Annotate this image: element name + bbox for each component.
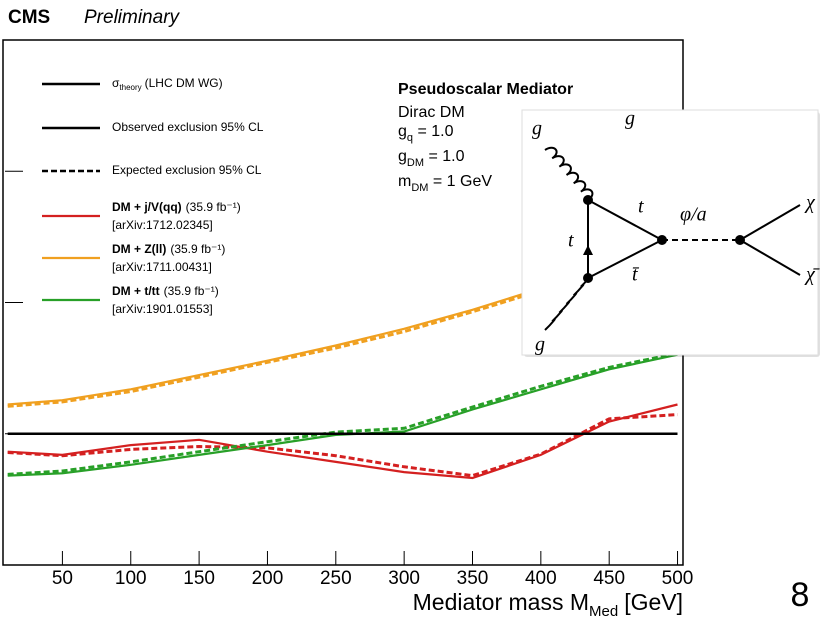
vertex — [583, 195, 593, 205]
observed-line — [7, 403, 678, 480]
param-symbol: m — [398, 173, 411, 190]
annotation-param: mDM = 1 GeV — [398, 173, 492, 194]
diagram-label: t — [568, 230, 574, 252]
legend-label: σtheory (LHC DM WG) — [112, 76, 223, 92]
dm-line — [739, 204, 801, 241]
legend-name: DM + Z(ll) — [112, 242, 166, 256]
status: Preliminary — [84, 7, 181, 28]
x-label-text: Mediator mass M — [413, 589, 589, 615]
legend-ref: [arXiv:1901.01553] — [112, 302, 213, 316]
expected-line — [7, 351, 678, 476]
inset-box — [521, 109, 819, 356]
diagram-label: g — [532, 118, 542, 140]
dm-line — [739, 239, 801, 276]
legend-lumi: (35.9 fb⁻¹) — [170, 242, 225, 256]
x-tick-label: 350 — [457, 568, 489, 589]
annotation-title: Pseudoscalar Mediator — [398, 81, 573, 98]
legend-ref: [arXiv:1711.00431] — [112, 260, 212, 274]
legend-note: (LHC DM WG) — [145, 76, 223, 90]
page-number: 8 — [791, 576, 810, 614]
arrow — [583, 245, 593, 255]
diagram-label: χ — [804, 192, 816, 214]
legend-ref: [arXiv:1712.02345] — [112, 218, 213, 232]
annotation-model: Dirac DM — [398, 104, 465, 121]
x-tick-label: 300 — [388, 568, 420, 589]
param-rest: = 1.0 — [424, 148, 465, 165]
diagram-label: g — [535, 334, 545, 356]
vertex — [657, 235, 667, 245]
diagram-label: t — [638, 196, 644, 218]
param-sub: q — [407, 132, 413, 144]
legend-label: Expected exclusion 95% CL — [112, 163, 262, 177]
legend-label: DM + t/tt (35.9 fb⁻¹) — [112, 284, 219, 298]
x-tick-label: 50 — [52, 568, 73, 589]
x-tick-label: 450 — [593, 568, 625, 589]
expected-line — [7, 413, 678, 478]
x-tick-label: 400 — [525, 568, 557, 589]
legend-label: DM + Z(ll) (35.9 fb⁻¹) — [112, 242, 225, 256]
legend-lumi: (35.9 fb⁻¹) — [164, 284, 219, 298]
annotation-param: gDM = 1.0 — [398, 148, 465, 169]
param-sub: DM — [411, 182, 428, 194]
diagram-label: g — [625, 108, 635, 130]
x-tick-label: 200 — [252, 568, 284, 589]
experiment: CMS — [8, 7, 50, 28]
param-sub: DM — [407, 157, 424, 169]
legend-sub: theory — [119, 83, 141, 92]
x-tick-label: 500 — [662, 568, 694, 589]
x-label-unit: [GeV] — [624, 589, 683, 615]
param-rest: = 1.0 — [413, 123, 454, 140]
legend-name: DM + t/tt — [112, 284, 160, 298]
x-tick-label: 250 — [320, 568, 352, 589]
fermion-loop — [587, 198, 665, 280]
legend-lumi: (35.9 fb⁻¹) — [186, 200, 241, 214]
diagram-label: φ/a — [680, 204, 707, 226]
vertex — [583, 273, 593, 283]
legend-name: DM + j/V(qq) — [112, 200, 182, 214]
x-axis-label: Mediator mass MMed [GeV] — [413, 589, 683, 620]
x-tick-label: 100 — [115, 568, 147, 589]
gluon — [544, 274, 592, 331]
legend-symbol: σ — [112, 76, 120, 90]
annotation-param: gq = 1.0 — [398, 123, 454, 144]
param-rest: = 1 GeV — [428, 173, 492, 190]
param-symbol: g — [398, 123, 407, 140]
param-symbol: g — [398, 148, 407, 165]
vertex — [735, 235, 745, 245]
legend-label: Observed exclusion 95% CL — [112, 120, 264, 134]
legend-label: DM + j/V(qq) (35.9 fb⁻¹) — [112, 200, 241, 214]
diagram-label: t̄ — [632, 264, 639, 286]
x-tick-label: 150 — [183, 568, 215, 589]
x-label-sub: Med — [589, 603, 618, 620]
